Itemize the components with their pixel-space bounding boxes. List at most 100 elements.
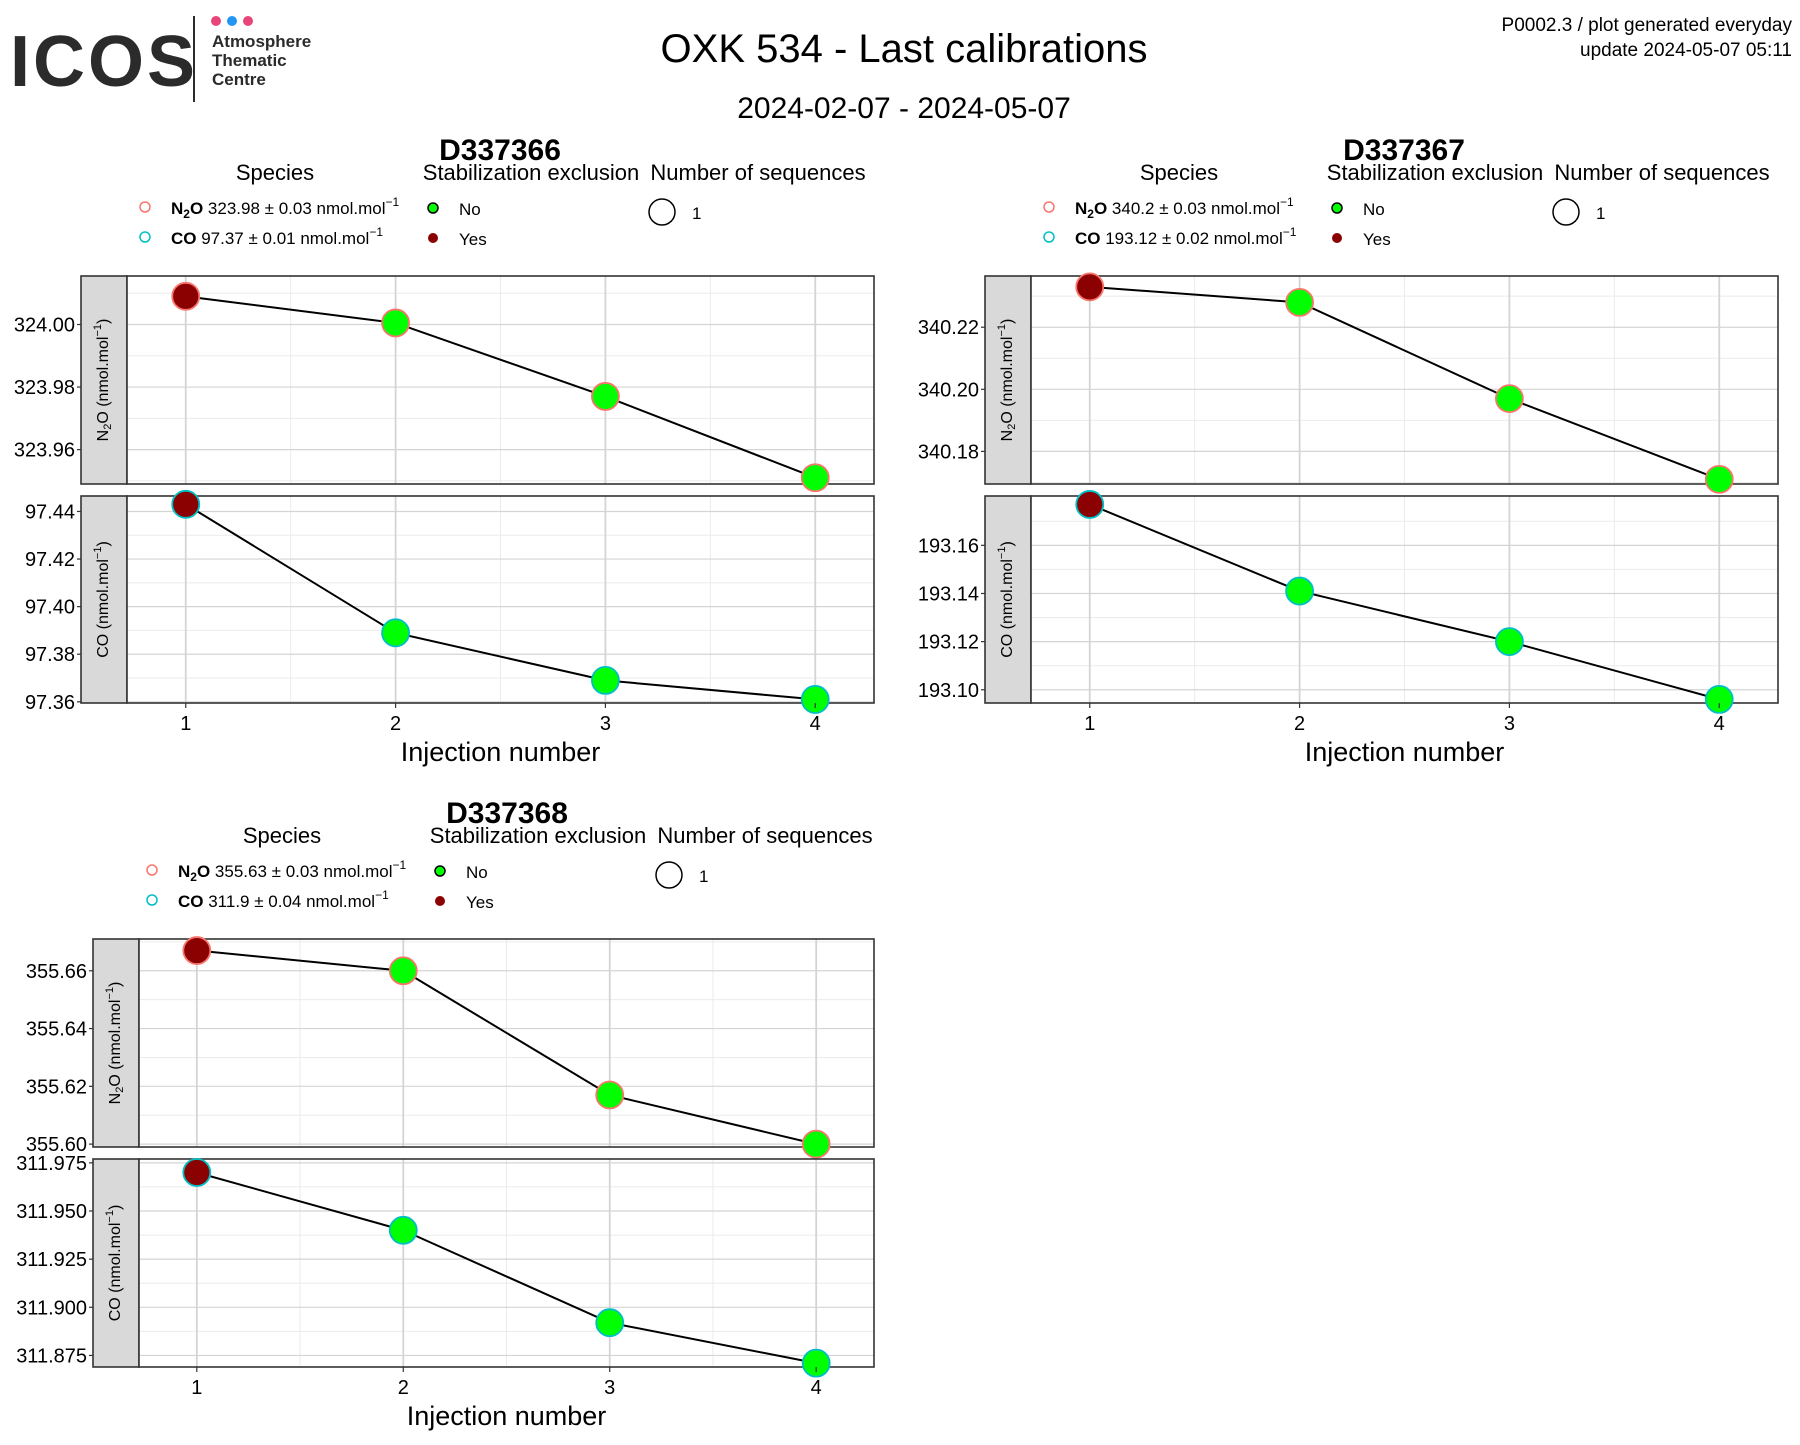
legend-key-N2O	[146, 864, 158, 876]
info-line-2: update 2024-05-07 05:11	[1580, 40, 1792, 61]
series-line-CO	[185, 503, 816, 701]
y-tick-label: 193.16	[918, 535, 979, 557]
panel-border	[126, 495, 875, 704]
x-tick-label: 4	[810, 713, 821, 735]
strip-species: O	[999, 411, 1016, 423]
logo-line-3: Centre	[212, 70, 266, 89]
series-line-CO	[196, 1171, 817, 1365]
strip-unit: (nmol.mol	[999, 559, 1016, 634]
legend-no-key	[427, 202, 439, 214]
legend-sequence-label: 1	[692, 204, 701, 223]
legend-no-label: No	[466, 863, 488, 882]
panel-strip-label: N2O (nmol.mol−1)	[104, 982, 126, 1105]
strip-superscript: −1	[104, 987, 116, 1000]
data-point-N2O-2	[381, 308, 410, 338]
legend-no-label: No	[459, 200, 481, 219]
x-tick-label: 1	[1084, 713, 1095, 735]
x-tick-label: 2	[390, 713, 401, 735]
panel-CO: CO (nmol.mol−1) 193.10 193.12 193.14 193.16 1…	[918, 490, 1779, 767]
strip-species: N	[999, 430, 1016, 442]
series-line-N2O	[196, 949, 817, 1146]
strip-superscript: −1	[92, 547, 104, 560]
unit-superscript: −1	[1283, 225, 1297, 239]
data-point-CO-3	[1495, 627, 1524, 657]
y-tick-label: 311.875	[16, 1345, 87, 1367]
legend-sequence-key	[648, 198, 676, 226]
panel-strip	[984, 495, 1032, 704]
strip-species: CO	[999, 634, 1016, 658]
logo-dot	[227, 16, 237, 26]
legend-yes-label: Yes	[466, 893, 494, 912]
unit-superscript: −1	[375, 888, 389, 902]
species-value: 323.98 ± 0.03 nmol.mol	[203, 199, 385, 218]
x-axis-label: Injection number	[407, 1401, 607, 1431]
unit-superscript: −1	[1280, 195, 1294, 209]
panel-N2O: N2O (nmol.mol−1) 323.96 323.98 324.00	[14, 275, 875, 493]
y-tick-label: 323.96	[14, 440, 75, 462]
legend-no-label: No	[1363, 200, 1385, 219]
strip-unit-close: )	[95, 541, 112, 546]
species-value: 193.12 ± 0.02 nmol.mol	[1101, 229, 1283, 248]
y-tick-label: 97.44	[25, 501, 75, 523]
y-tick-label: 340.18	[918, 441, 979, 463]
icos-logo: ICOS Atmosphere Thematic Centre	[10, 16, 311, 102]
data-point-CO-1	[1075, 490, 1105, 519]
x-tick-label: 1	[191, 1377, 202, 1399]
panel-CO: CO (nmol.mol−1) 311.875 311.900 311.925 311.…	[16, 1153, 875, 1431]
data-point-N2O-1	[1075, 272, 1105, 302]
panel-border	[126, 275, 875, 485]
data-point-N2O-1	[182, 936, 212, 965]
series-line-N2O	[1089, 285, 1720, 481]
species-name: N	[178, 862, 190, 881]
logo-brand: ICOS	[10, 22, 198, 102]
x-tick-label: 3	[1504, 713, 1515, 735]
strip-subscript: 2	[114, 1087, 126, 1093]
logo-line-1: Atmosphere	[212, 32, 311, 51]
panel-strip-label: CO (nmol.mol−1)	[996, 541, 1016, 658]
species-name: O	[190, 199, 203, 218]
logo-dot	[211, 16, 221, 26]
species-name: CO	[1075, 229, 1101, 248]
unit-superscript: −1	[369, 225, 383, 239]
species-name: CO	[171, 229, 197, 248]
legend-sequence-key	[655, 861, 683, 889]
legend-sequence-label: 1	[1596, 204, 1605, 223]
panel-strip-label: CO (nmol.mol−1)	[92, 541, 112, 658]
species-subscript: 2	[183, 207, 190, 221]
legend-key-CO	[146, 894, 158, 906]
strip-species: N	[107, 1093, 124, 1105]
y-tick-label: 97.36	[25, 692, 75, 714]
legend-label-N2O: N2O 340.2 ± 0.03 nmol.mol−1	[1075, 195, 1294, 221]
legend-yes-label: Yes	[1363, 230, 1391, 249]
y-tick-label: 193.14	[918, 583, 979, 605]
strip-unit: (nmol.mol	[95, 337, 112, 412]
legend-yes-key	[435, 896, 445, 906]
y-tick-label: 97.40	[25, 597, 75, 619]
chart-title: D337368	[446, 797, 568, 830]
data-point-N2O-2	[1285, 287, 1314, 317]
legend-yes-key	[428, 233, 438, 243]
data-point-N2O-4	[800, 463, 830, 493]
panel-strip	[80, 275, 128, 485]
y-tick-label: 97.38	[25, 644, 75, 666]
strip-superscript: −1	[996, 547, 1008, 560]
y-tick-label: 340.22	[918, 317, 979, 339]
legend-yes-label: Yes	[459, 230, 487, 249]
y-tick-label: 193.12	[918, 632, 979, 654]
legend-stabilization-title: Stabilization exclusion	[1327, 160, 1543, 185]
species-value: 97.37 ± 0.01 nmol.mol	[197, 229, 370, 248]
chart-D337367: D337367 Species Stabilization exclusion Num…	[918, 134, 1779, 767]
legend-label-N2O: N2O 323.98 ± 0.03 nmol.mol−1	[171, 195, 399, 221]
y-tick-label: 97.42	[25, 549, 75, 571]
strip-unit-close: )	[95, 319, 112, 324]
strip-unit-close: )	[107, 982, 124, 987]
data-point-CO-4	[801, 1348, 831, 1378]
y-tick-label: 355.66	[26, 961, 87, 983]
panel-CO: CO (nmol.mol−1) 97.36 97.38 97.40 97.42 97.44…	[25, 489, 875, 767]
y-tick-label: 340.20	[918, 379, 979, 401]
strip-unit-close: )	[999, 319, 1016, 324]
panel-border	[138, 1158, 875, 1368]
x-tick-label: 4	[811, 1377, 822, 1399]
panel-border	[1030, 495, 1779, 704]
